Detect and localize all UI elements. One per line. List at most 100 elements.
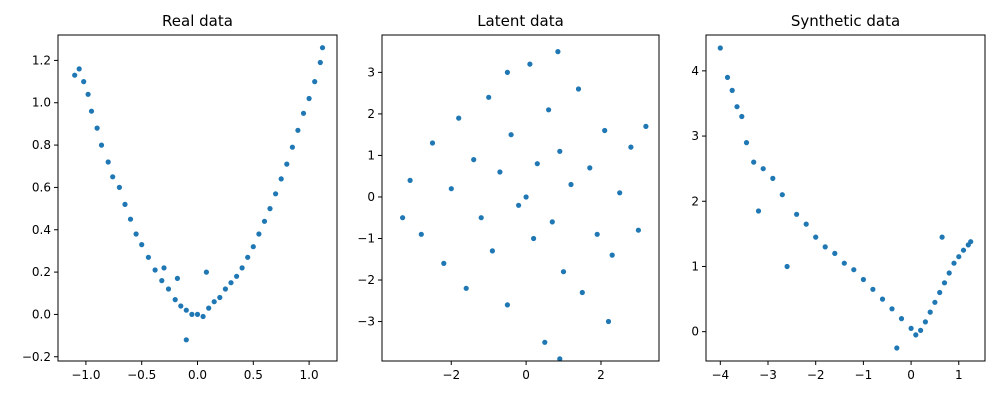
- data-point: [504, 302, 510, 308]
- data-point: [898, 316, 905, 322]
- data-point: [105, 159, 111, 165]
- synthetic-data-points: [717, 45, 974, 351]
- data-point: [261, 218, 268, 224]
- panel-latent-data: Latent data −2 0 2 −3 −2 −1 0 1 2 3: [357, 12, 660, 382]
- data-point: [267, 206, 273, 212]
- data-point: [441, 260, 447, 266]
- data-point: [739, 113, 745, 120]
- data-point: [870, 286, 876, 292]
- data-point: [94, 125, 100, 131]
- data-point: [951, 260, 957, 266]
- data-point: [956, 254, 962, 260]
- data-point: [937, 289, 943, 296]
- plot-frame: [705, 34, 986, 362]
- data-point: [755, 208, 762, 214]
- chart-title: Latent data: [477, 12, 564, 30]
- data-point: [127, 216, 134, 222]
- data-point: [407, 177, 413, 183]
- y-tick-label: −2: [357, 273, 375, 287]
- y-tick-label: 1: [367, 148, 375, 162]
- y-tick-label: 1.0: [32, 96, 51, 110]
- x-tick-label: −1: [855, 368, 873, 382]
- data-point: [534, 161, 540, 167]
- data-point: [643, 123, 649, 129]
- data-point: [145, 254, 151, 260]
- data-point: [76, 66, 82, 72]
- x-tick-label: −3: [759, 368, 777, 382]
- y-tick-label: 0: [691, 325, 699, 339]
- data-point: [278, 176, 284, 182]
- data-point: [546, 107, 552, 113]
- data-point: [85, 91, 91, 97]
- x-tick-label: 2: [597, 368, 605, 382]
- data-point: [628, 144, 634, 150]
- data-point: [542, 339, 548, 345]
- data-point: [203, 269, 209, 275]
- data-point: [189, 311, 195, 317]
- x-tick-label: 1.0: [300, 368, 319, 382]
- data-point: [486, 94, 492, 100]
- x-tick-label: 1: [955, 368, 963, 382]
- x-tick-label: −2: [442, 368, 460, 382]
- data-point: [234, 273, 240, 279]
- real-data-points: [72, 45, 326, 343]
- y-tick-label: 2: [691, 194, 699, 208]
- data-point: [968, 239, 974, 245]
- data-point: [504, 69, 510, 75]
- data-point: [555, 49, 561, 55]
- data-point: [724, 74, 731, 80]
- data-point: [161, 265, 167, 271]
- data-point: [295, 127, 301, 133]
- data-point: [463, 285, 469, 291]
- data-point: [516, 202, 522, 208]
- data-point: [889, 306, 895, 312]
- data-point: [913, 332, 919, 338]
- data-point: [194, 311, 201, 317]
- y-tick-label: 1.2: [32, 53, 51, 67]
- y-tick-label: 4: [691, 64, 699, 78]
- data-point: [635, 227, 642, 233]
- data-point: [784, 263, 790, 270]
- data-point: [894, 345, 900, 351]
- data-point: [116, 184, 122, 190]
- data-point: [122, 201, 128, 207]
- data-point: [456, 115, 462, 121]
- x-tick-label: −0.5: [127, 368, 156, 382]
- data-point: [72, 72, 78, 78]
- data-point: [734, 104, 740, 110]
- y-tick-label: 0.8: [32, 138, 51, 152]
- y-tick-label: 0.6: [32, 180, 51, 194]
- data-point: [560, 269, 567, 275]
- data-point: [822, 244, 828, 250]
- chart-title: Real data: [162, 12, 233, 30]
- y-tick-label: 0: [367, 190, 375, 204]
- data-point: [250, 244, 256, 250]
- data-point: [256, 231, 262, 237]
- data-point: [217, 294, 223, 301]
- data-point: [284, 161, 290, 167]
- real-data-axes: −1.0 −0.5 0.0 0.5 1.0 −0.2 0.0 0.2 0.4 0.6 0.8 1.0 1…: [22, 53, 319, 382]
- data-point: [178, 303, 184, 309]
- data-point: [172, 297, 178, 303]
- y-tick-label: 1: [691, 259, 699, 273]
- data-point: [860, 276, 867, 283]
- data-point: [760, 166, 766, 172]
- data-point: [206, 305, 212, 311]
- data-point: [222, 286, 228, 292]
- y-tick-label: 0.0: [32, 307, 51, 321]
- data-point: [941, 280, 948, 286]
- data-point: [946, 270, 952, 276]
- data-point: [794, 211, 800, 217]
- data-point: [273, 191, 279, 197]
- data-point: [81, 79, 87, 85]
- data-point: [174, 275, 180, 281]
- data-point: [594, 231, 600, 237]
- data-point: [841, 260, 847, 266]
- data-point: [200, 313, 206, 320]
- latent-data-points: [400, 49, 649, 362]
- data-point: [183, 337, 189, 343]
- data-point: [751, 159, 757, 165]
- data-point: [779, 192, 785, 198]
- data-point: [88, 108, 95, 114]
